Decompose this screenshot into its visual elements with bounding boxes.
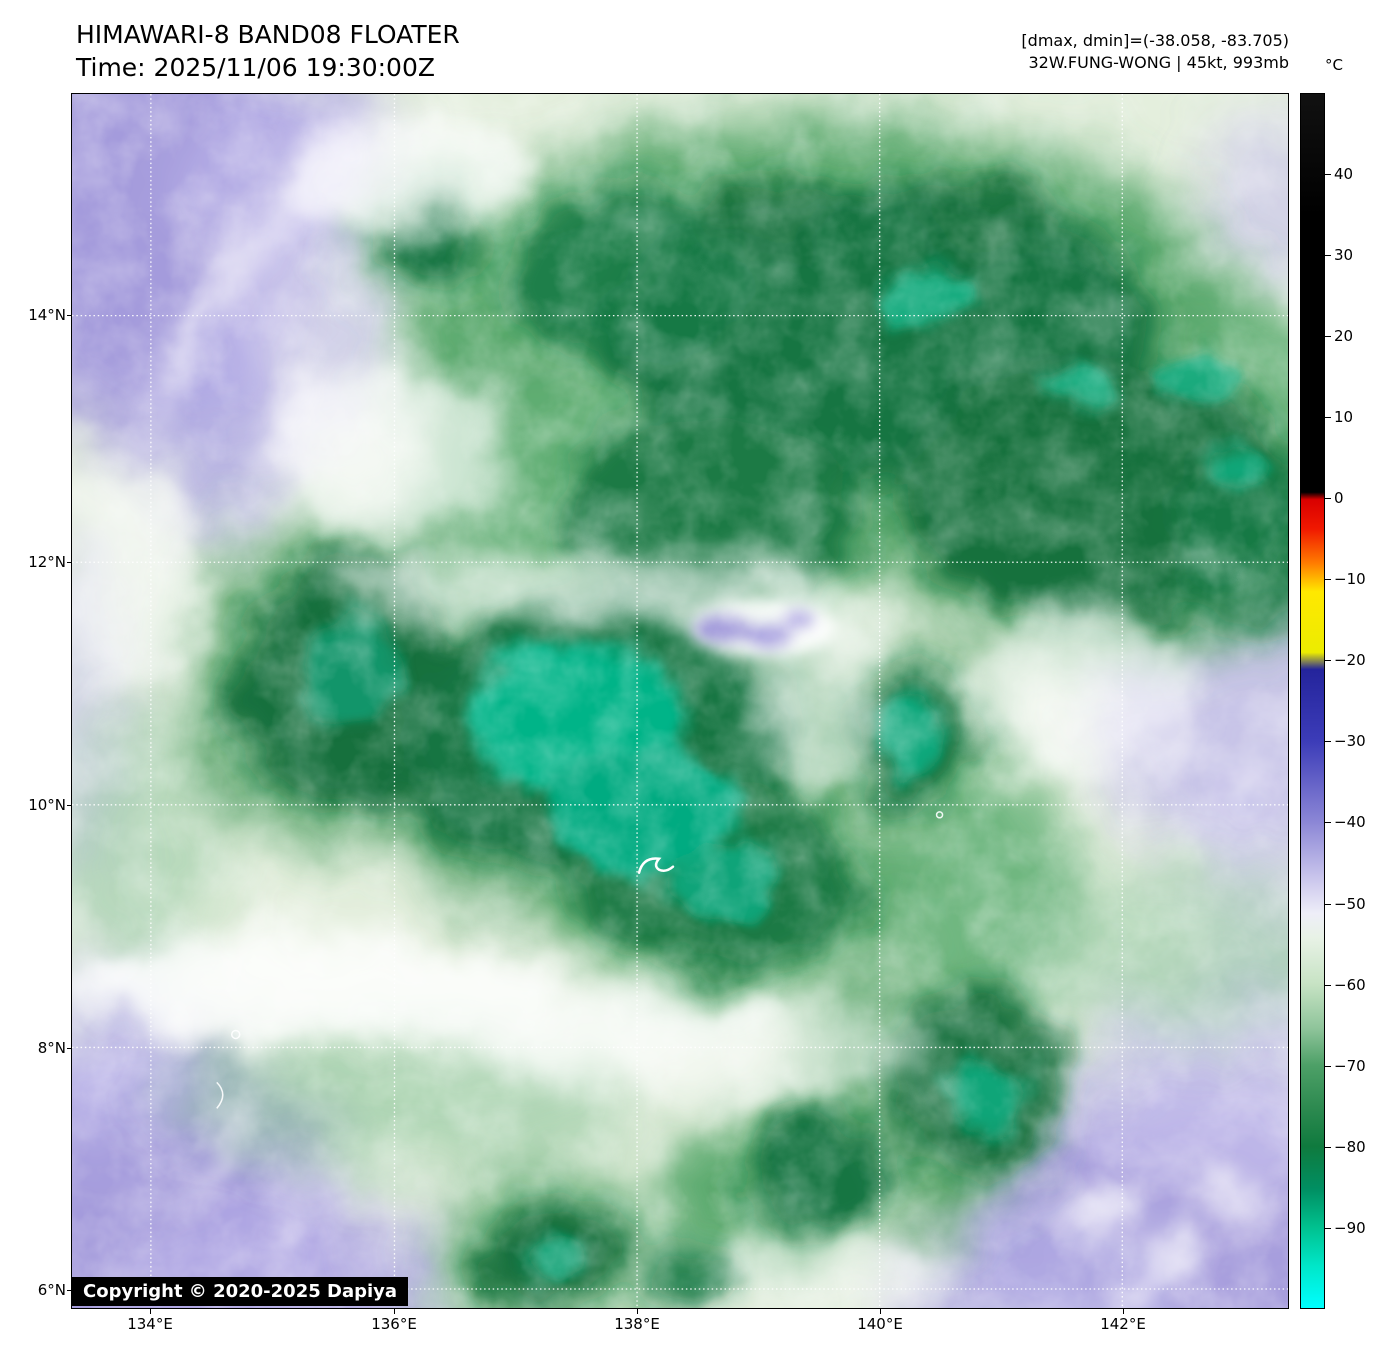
- cbar-tick-m50: −50: [1325, 895, 1386, 913]
- cbar-tick-m10: −10: [1325, 570, 1386, 588]
- lat-label-10n: 10°N: [0, 796, 72, 814]
- cbar-tick-m80: −80: [1325, 1138, 1386, 1156]
- cbar-tick-0: 0: [1325, 489, 1386, 507]
- satellite-map: Copyright © 2020-2025 Dapiya: [71, 93, 1289, 1309]
- dmax-dmin-readout: [dmax, dmin]=(-38.058, -83.705): [1021, 31, 1289, 50]
- lat-label-6n: 6°N: [0, 1281, 72, 1299]
- lat-label-14n: 14°N: [0, 306, 72, 324]
- satellite-cloud-art: [72, 94, 1288, 1308]
- small-white-marks: [216, 811, 944, 1109]
- cloud-texture-noise: [72, 94, 1288, 1308]
- lon-label-138e: 138°E: [597, 1309, 677, 1333]
- cbar-tick-10: 10: [1325, 408, 1386, 426]
- lon-label-136e: 136°E: [354, 1309, 434, 1333]
- lon-label-134e: 134°E: [110, 1309, 190, 1333]
- temperature-colorbar: [1300, 93, 1325, 1309]
- cbar-tick-20: 20: [1325, 327, 1386, 345]
- storm-center-icon: [637, 857, 675, 874]
- cbar-tick-m90: −90: [1325, 1219, 1386, 1237]
- copyright-badge: Copyright © 2020-2025 Dapiya: [72, 1277, 409, 1306]
- storm-info: 32W.FUNG-WONG | 45kt, 993mb: [1028, 53, 1289, 72]
- cbar-tick-m60: −60: [1325, 976, 1386, 994]
- figure-time: Time: 2025/11/06 19:30:00Z: [76, 53, 435, 82]
- cbar-tick-m70: −70: [1325, 1057, 1386, 1075]
- cbar-tick-m40: −40: [1325, 813, 1386, 831]
- lon-label-140e: 140°E: [840, 1309, 920, 1333]
- cbar-tick-30: 30: [1325, 246, 1386, 264]
- cbar-tick-m20: −20: [1325, 651, 1386, 669]
- colorbar-unit-label: °C: [1325, 56, 1343, 74]
- lat-label-8n: 8°N: [0, 1039, 72, 1057]
- cbar-tick-40: 40: [1325, 165, 1386, 183]
- lon-label-142e: 142°E: [1083, 1309, 1163, 1333]
- figure-title: HIMAWARI-8 BAND08 FLOATER: [76, 20, 460, 49]
- cbar-tick-m30: −30: [1325, 732, 1386, 750]
- header-right: [dmax, dmin]=(-38.058, -83.705) 32W.FUNG…: [1021, 30, 1289, 74]
- lat-label-12n: 12°N: [0, 553, 72, 571]
